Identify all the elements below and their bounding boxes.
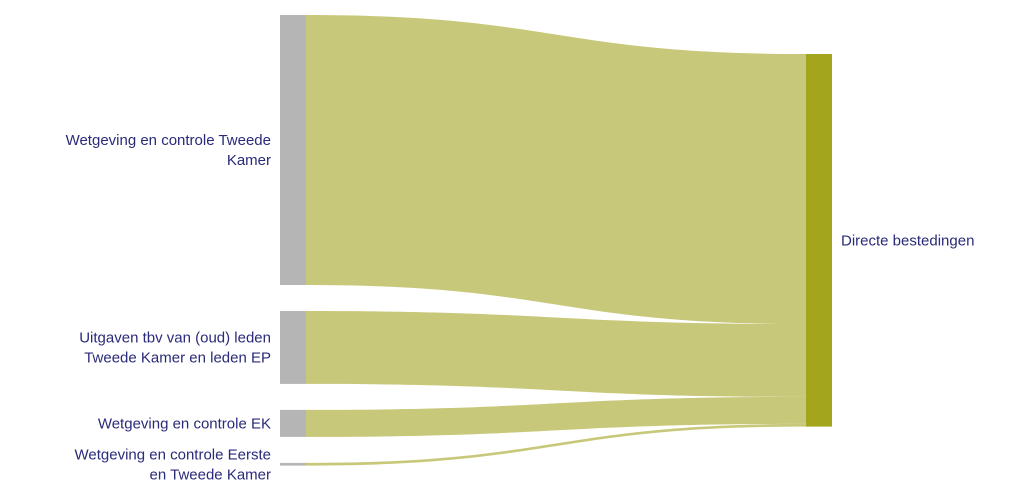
labels: Wetgeving en controle Tweede Kamer Uitgave… (66, 132, 975, 483)
sankey-target-label-line-0: Directe bestedingen (841, 232, 974, 249)
sankey-source-node-1 (280, 311, 306, 384)
sankey-link-1 (306, 311, 806, 397)
sankey-link-0 (306, 15, 806, 324)
sankey-target-node (806, 54, 832, 427)
links (306, 15, 806, 466)
sankey-source-label-1-line-0: Uitgaven tbv van (oud) leden (79, 329, 271, 346)
sankey-source-label-2-line-0: Wetgeving en controle EK (98, 415, 271, 432)
sankey-source-label-0-line-0: Wetgeving en controle Tweede (66, 132, 271, 149)
nodes (280, 15, 832, 466)
sankey-source-node-2 (280, 409, 306, 437)
sankey-source-label-3-line-1: en Tweede Kamer (150, 466, 271, 483)
sankey-source-node-0 (280, 15, 306, 285)
sankey-source-label-1-line-1: Tweede Kamer en leden EP (84, 349, 271, 366)
sankey-source-label-3-line-0: Wetgeving en controle Eerste (74, 446, 271, 463)
sankey-link-3 (306, 423, 806, 466)
sankey-source-label-0-line-1: Kamer (227, 152, 271, 169)
sankey-link-2 (306, 396, 806, 437)
sankey-source-node-3 (280, 462, 306, 466)
